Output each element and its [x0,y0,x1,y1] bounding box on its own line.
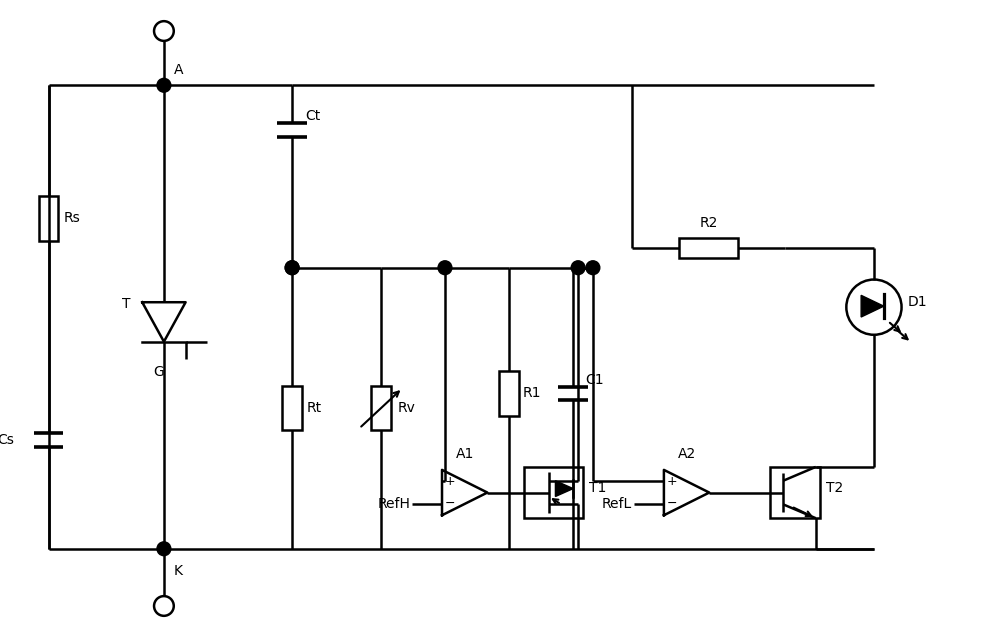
Circle shape [438,261,452,275]
Text: A: A [174,64,183,77]
Bar [524,467,583,518]
Circle shape [285,261,299,275]
Bar [39,196,58,241]
Bar [371,386,391,431]
Text: RefL: RefL [602,497,632,511]
Circle shape [285,261,299,275]
Text: Ct: Ct [305,109,320,123]
Polygon shape [555,481,573,496]
Circle shape [571,261,585,275]
Bar [770,467,820,518]
Circle shape [157,78,171,92]
Bar [499,371,519,415]
Circle shape [157,542,171,555]
Polygon shape [861,296,884,317]
Text: A2: A2 [677,447,696,461]
Text: Rt: Rt [307,401,322,415]
Text: −: − [667,497,677,510]
Bar [679,238,738,258]
Text: Rv: Rv [398,401,416,415]
Text: G: G [154,366,164,380]
Bar [282,386,302,431]
Text: A1: A1 [456,447,474,461]
Text: +: + [445,475,455,488]
Text: T2: T2 [826,481,843,494]
Text: C1: C1 [585,373,604,387]
Text: R2: R2 [700,216,718,230]
Circle shape [586,261,600,275]
Text: +: + [666,475,677,488]
Text: R1: R1 [523,387,541,401]
Text: RefH: RefH [378,497,410,511]
Text: K: K [174,564,183,578]
Text: Rs: Rs [63,211,80,225]
Text: D1: D1 [907,295,927,309]
Text: T: T [122,297,131,311]
Text: −: − [445,497,455,510]
Text: Cs: Cs [0,433,14,447]
Text: T1: T1 [589,481,606,494]
